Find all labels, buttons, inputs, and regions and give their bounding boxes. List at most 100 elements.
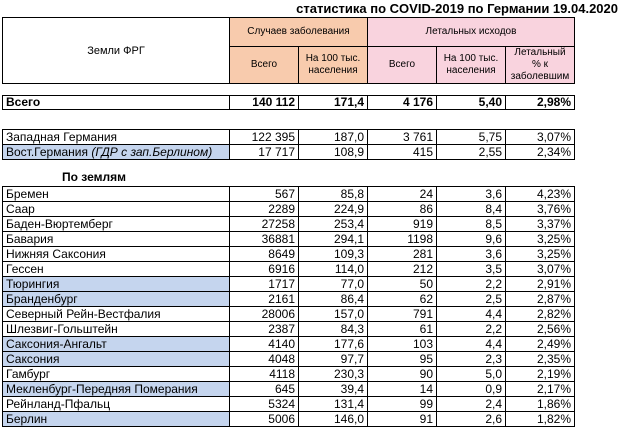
table-row: Всего 140 112 171,4 4 176 5,40 2,98% <box>2 95 575 110</box>
state-name: Гамбург <box>2 366 230 382</box>
state-cases-per100k: 114,0 <box>298 261 368 277</box>
total-deaths-per100k: 5,40 <box>436 95 506 110</box>
state-lethal: 1,86% <box>505 396 575 412</box>
states-heading: По землям <box>62 170 126 184</box>
total-lethal: 2,98% <box>505 95 575 110</box>
state-deaths: 99 <box>367 396 437 412</box>
state-lethal: 3,37% <box>505 216 575 232</box>
state-deaths: 103 <box>367 336 437 352</box>
state-cases: 2387 <box>229 321 299 337</box>
state-deaths-per100k: 3,5 <box>436 261 506 277</box>
table-row: Бавария 36881 294,1 1198 9,6 3,25% <box>2 231 575 247</box>
state-deaths: 24 <box>367 186 437 202</box>
state-deaths: 86 <box>367 201 437 217</box>
region-cases-per100k: 108,9 <box>298 144 368 160</box>
state-name: Саксония <box>2 351 230 367</box>
state-lethal: 2,35% <box>505 351 575 367</box>
state-lethal: 1,82% <box>505 411 575 427</box>
state-cases-per100k: 146,0 <box>298 411 368 427</box>
region-deaths: 3 761 <box>367 129 437 145</box>
state-deaths-per100k: 4,4 <box>436 336 506 352</box>
state-cases-per100k: 77,0 <box>298 276 368 292</box>
region-name: Вост.Германия (ГДР с зап.Берлином) <box>2 144 230 160</box>
state-name: Бремен <box>2 186 230 202</box>
state-name: Бранденбург <box>2 291 230 307</box>
state-deaths-per100k: 2,5 <box>436 291 506 307</box>
state-cases: 1717 <box>229 276 299 292</box>
state-name: Берлин <box>2 411 230 427</box>
state-lethal: 2,87% <box>505 291 575 307</box>
header-deaths-total: Всего <box>367 46 437 84</box>
state-cases-per100k: 253,4 <box>298 216 368 232</box>
state-cases: 6916 <box>229 261 299 277</box>
state-deaths: 919 <box>367 216 437 232</box>
table-row: Вост.Германия (ГДР с зап.Берлином) 17 71… <box>2 144 575 160</box>
total-cases: 140 112 <box>229 95 299 110</box>
region-label: Вост.Германия <box>6 145 88 159</box>
table-row: Шлезвиг-Гольштейн 2387 84,3 61 2,2 2,56% <box>2 321 575 337</box>
regions-table: Западная Германия 122 395 187,0 3 761 5,… <box>2 129 575 160</box>
region-cases: 17 717 <box>229 144 299 160</box>
state-cases: 8649 <box>229 246 299 262</box>
header-deaths: Летальных исходов <box>367 17 575 47</box>
header-deaths-per100k: На 100 тыс. населения <box>436 46 506 84</box>
state-deaths-per100k: 2,4 <box>436 396 506 412</box>
state-cases: 2161 <box>229 291 299 307</box>
total-label: Всего <box>2 95 230 110</box>
state-lethal: 2,19% <box>505 366 575 382</box>
state-cases-per100k: 230,3 <box>298 366 368 382</box>
state-cases: 4048 <box>229 351 299 367</box>
state-cases: 4140 <box>229 336 299 352</box>
table-row: Саксония 4048 97,7 95 2,3 2,35% <box>2 351 575 367</box>
state-cases-per100k: 294,1 <box>298 231 368 247</box>
region-deaths-per100k: 5,75 <box>436 129 506 145</box>
state-lethal: 3,25% <box>505 231 575 247</box>
state-deaths-per100k: 2,2 <box>436 276 506 292</box>
state-deaths-per100k: 3,6 <box>436 186 506 202</box>
state-name: Баден-Вюртемберг <box>2 216 230 232</box>
table-row: Нижняя Саксония 8649 109,3 281 3,6 3,25% <box>2 246 575 262</box>
region-note: (ГДР с зап.Берлином) <box>91 145 213 159</box>
state-deaths: 90 <box>367 366 437 382</box>
state-lethal: 3,25% <box>505 246 575 262</box>
total-table: Всего 140 112 171,4 4 176 5,40 2,98% <box>2 95 575 110</box>
state-lethal: 3,76% <box>505 201 575 217</box>
state-name: Бавария <box>2 231 230 247</box>
state-cases: 2289 <box>229 201 299 217</box>
region-name: Западная Германия <box>2 129 230 145</box>
region-lethal: 3,07% <box>505 129 575 145</box>
state-cases: 27258 <box>229 216 299 232</box>
state-name: Шлезвиг-Гольштейн <box>2 321 230 337</box>
state-cases-per100k: 157,0 <box>298 306 368 322</box>
table-row: Баден-Вюртемберг 27258 253,4 919 8,5 3,37% <box>2 216 575 232</box>
state-deaths-per100k: 2,6 <box>436 411 506 427</box>
region-deaths-per100k: 2,55 <box>436 144 506 160</box>
state-name: Саар <box>2 201 230 217</box>
state-deaths-per100k: 0,9 <box>436 381 506 397</box>
state-deaths: 1198 <box>367 231 437 247</box>
state-name: Нижняя Саксония <box>2 246 230 262</box>
state-cases: 5006 <box>229 411 299 427</box>
state-deaths-per100k: 8,4 <box>436 201 506 217</box>
state-deaths: 95 <box>367 351 437 367</box>
table-row: Саксония-Ангальт 4140 177,6 103 4,4 2,49% <box>2 336 575 352</box>
table-row: Берлин 5006 146,0 91 2,6 1,82% <box>2 411 575 427</box>
state-deaths: 91 <box>367 411 437 427</box>
state-deaths: 50 <box>367 276 437 292</box>
table-row: Западная Германия 122 395 187,0 3 761 5,… <box>2 129 575 145</box>
total-cases-per100k: 171,4 <box>298 95 368 110</box>
state-cases: 567 <box>229 186 299 202</box>
state-cases: 4118 <box>229 366 299 382</box>
state-deaths-per100k: 5,0 <box>436 366 506 382</box>
state-deaths-per100k: 4,4 <box>436 306 506 322</box>
state-cases: 36881 <box>229 231 299 247</box>
state-lethal: 2,17% <box>505 381 575 397</box>
state-deaths-per100k: 2,3 <box>436 351 506 367</box>
state-cases-per100k: 224,9 <box>298 201 368 217</box>
table-row: Северный Рейн-Вестфалия 28006 157,0 791 4,4 2… <box>2 306 575 322</box>
state-cases-per100k: 84,3 <box>298 321 368 337</box>
table-row: Тюрингия 1717 77,0 50 2,2 2,91% <box>2 276 575 292</box>
state-lethal: 2,49% <box>505 336 575 352</box>
state-name: Мекленбург-Передняя Померания <box>2 381 230 397</box>
state-lethal: 2,82% <box>505 306 575 322</box>
